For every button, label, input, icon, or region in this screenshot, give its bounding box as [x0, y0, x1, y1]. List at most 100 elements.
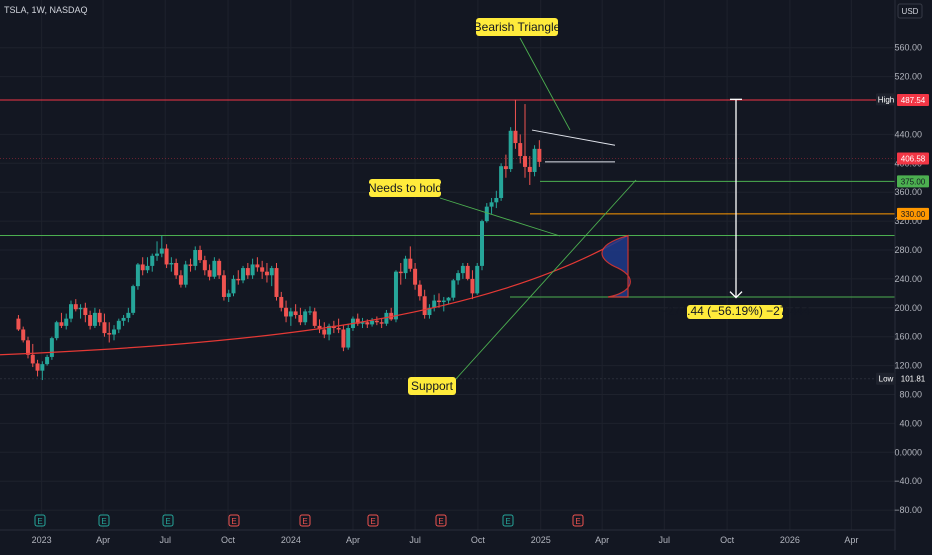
- time-tick-label: 2026: [780, 535, 800, 545]
- candle-body: [460, 265, 465, 274]
- candle-body: [107, 333, 112, 335]
- resistance-price-tag-bg: [897, 94, 929, 107]
- price-tick-label: 320.00: [894, 216, 922, 226]
- candle-body: [398, 271, 403, 274]
- candle-body: [164, 248, 169, 265]
- earnings-event-label: E: [575, 517, 580, 526]
- price-tick-label: 160.00: [894, 332, 922, 342]
- time-tick-label: 2023: [32, 535, 52, 545]
- callout-support-text: Support: [411, 379, 454, 393]
- candle-body: [422, 296, 427, 316]
- candle-body: [73, 304, 78, 310]
- earnings-event-label: E: [438, 517, 443, 526]
- earnings-event-marker: E: [228, 514, 240, 527]
- earnings-event-marker: E: [572, 514, 584, 527]
- price-tick-label: 40.00: [899, 418, 922, 428]
- candle-body: [16, 318, 21, 330]
- candle-body: [408, 258, 413, 269]
- arrow-needs-to-hold: [439, 197, 561, 237]
- candle-body: [374, 320, 379, 323]
- low-price-tag-bg: [897, 372, 929, 385]
- earnings-event-box: [34, 514, 46, 527]
- currency-label: USD: [902, 7, 919, 16]
- candle-body: [523, 156, 528, 167]
- candle-body: [49, 338, 54, 357]
- candle-body: [226, 293, 231, 297]
- candle-body: [202, 260, 207, 271]
- earnings-event-label: E: [505, 517, 510, 526]
- candle-body: [441, 300, 446, 303]
- candle-body: [513, 130, 518, 144]
- candle-body: [355, 318, 360, 324]
- price-tick-label: −80.00: [894, 505, 922, 515]
- low-price-tag: 101.81: [901, 375, 926, 384]
- candle-body: [69, 304, 74, 319]
- candle-body: [174, 263, 179, 276]
- callouts: Bearish Triangle Needs to hold Support −274…: [368, 18, 810, 395]
- candle-body: [255, 264, 260, 268]
- candle-body: [121, 317, 126, 321]
- earnings-event-label: E: [101, 517, 106, 526]
- candle-body: [446, 297, 451, 301]
- current-price-tag: 406.58: [901, 155, 926, 164]
- earnings-event-label: E: [370, 517, 375, 526]
- candles: [16, 99, 542, 381]
- candle-body: [78, 307, 83, 310]
- price-tick-label: 280.00: [894, 245, 922, 255]
- candle-body: [403, 258, 408, 274]
- candle-body: [532, 148, 537, 172]
- candle-body: [131, 286, 136, 313]
- candle-body: [236, 278, 241, 281]
- candle-body: [274, 268, 279, 297]
- candle-body: [116, 320, 121, 330]
- earnings-event-label: E: [165, 517, 170, 526]
- candle-body: [88, 315, 93, 326]
- support-price-tag: 375.00: [901, 177, 926, 186]
- price-tick-label: 560.00: [894, 43, 922, 53]
- earnings-event-box: [435, 514, 447, 527]
- measure-arrow: [729, 291, 743, 299]
- candle-body: [198, 250, 203, 261]
- time-tick-label: Jul: [659, 535, 671, 545]
- candle-body: [451, 280, 456, 298]
- long-term-trendline: [0, 235, 629, 356]
- candle-body: [288, 311, 293, 317]
- candle-body: [312, 311, 317, 326]
- candle-body: [64, 318, 69, 326]
- candle-body: [269, 268, 274, 276]
- candle-body: [221, 275, 226, 297]
- price-tick-label: 440.00: [894, 129, 922, 139]
- callout-measure-text: −274.44 (−56.19%) −27,444: [660, 304, 810, 318]
- price-axis[interactable]: −80.00 −40.00 0.0000 40.00 80.00 120.00 160.00…: [876, 0, 932, 550]
- earnings-event-box: [367, 514, 379, 527]
- current-price-tag-bg: [897, 152, 929, 165]
- candle-body: [284, 307, 289, 317]
- grid: [0, 0, 895, 530]
- time-axis[interactable]: 2023 Apr Jul Oct 2024 Apr Jul Oct 2025 Apr Jul Oct 2…: [0, 529, 895, 545]
- candle-body: [140, 264, 145, 271]
- candle-body: [59, 322, 64, 326]
- time-tick-label: Apr: [844, 535, 858, 545]
- candle-body: [188, 264, 193, 266]
- candle-body: [346, 328, 351, 348]
- price-tick-label: 360.00: [894, 187, 922, 197]
- candle-body: [169, 263, 174, 265]
- candle-body: [231, 278, 236, 294]
- candle-body: [150, 255, 155, 266]
- callout-bearish-triangle: Bearish Triangle: [474, 18, 561, 36]
- triangle-upper-line: [531, 129, 616, 146]
- high-label-bg: [876, 93, 896, 106]
- candle-body: [264, 271, 269, 276]
- time-tick-label: Jul: [159, 535, 171, 545]
- candle-body: [45, 356, 50, 365]
- earnings-event-label: E: [37, 517, 42, 526]
- candle-body: [92, 312, 97, 326]
- earnings-event-box: [502, 514, 514, 527]
- symbol-line[interactable]: TSLA, 1W, NASDAQ: [4, 5, 88, 15]
- low-label-bg: [876, 372, 896, 385]
- candle-body: [480, 221, 485, 266]
- currency-button[interactable]: USD: [897, 3, 923, 19]
